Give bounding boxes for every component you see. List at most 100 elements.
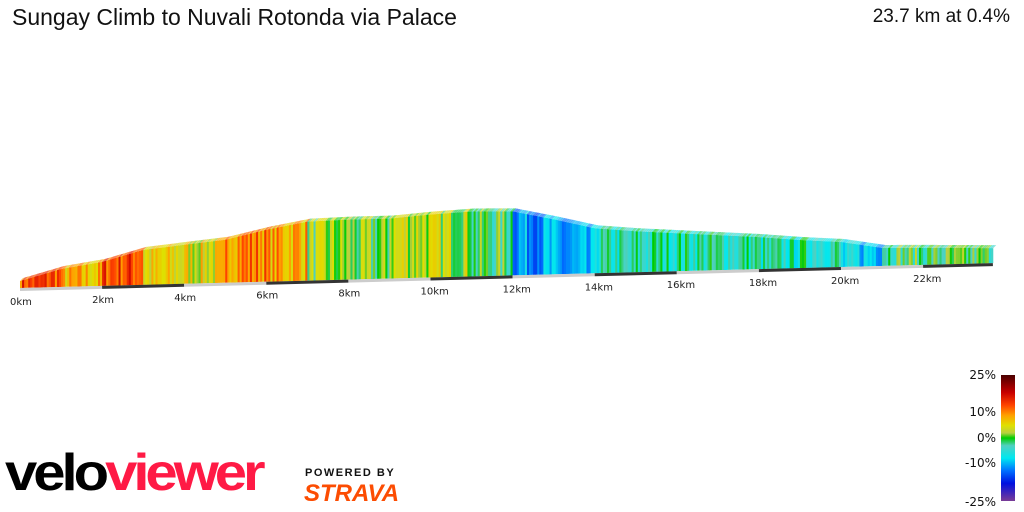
- profile-top-face: [728, 232, 734, 236]
- profile-top-face: [802, 237, 808, 241]
- profile-stripe: [518, 212, 522, 276]
- profile-stripe: [906, 247, 910, 266]
- profile-top-face: [701, 231, 707, 235]
- profile-stripe: [245, 234, 249, 283]
- profile-top-face: [783, 235, 789, 240]
- profile-stripe: [699, 234, 702, 271]
- profile-stripe: [253, 232, 257, 283]
- logo-velo: velo: [5, 443, 109, 502]
- profile-stripe: [851, 243, 854, 267]
- profile-stripe: [420, 215, 423, 278]
- profile-top-face: [364, 216, 371, 220]
- profile-top-face: [243, 231, 250, 236]
- profile-top-face: [89, 260, 96, 265]
- profile-top-face: [249, 230, 256, 234]
- profile-top-face: [894, 244, 900, 248]
- legend-label: 0%: [976, 431, 996, 445]
- profile-stripe: [134, 251, 138, 286]
- profile-stripe: [477, 211, 481, 277]
- profile-top-face: [198, 239, 205, 244]
- profile-stripe: [323, 220, 327, 281]
- profile-top-face: [682, 230, 689, 234]
- profile-stripe: [600, 228, 604, 274]
- profile-top-face: [112, 255, 118, 259]
- profile-top-face: [531, 211, 537, 216]
- profile-stripe: [473, 211, 477, 277]
- profile-stripe: [970, 248, 973, 264]
- x-tick-label: 0km: [10, 297, 32, 308]
- profile-stripe: [697, 234, 700, 271]
- profile-top-face: [260, 227, 266, 232]
- profile-stripe: [28, 277, 31, 288]
- profile-top-face: [422, 212, 428, 216]
- profile-stripe: [522, 213, 526, 276]
- profile-top-face: [346, 216, 352, 220]
- profile-top-face: [370, 215, 377, 220]
- profile-top-face: [436, 210, 443, 215]
- profile-top-face: [592, 224, 599, 229]
- profile-stripe: [726, 235, 729, 270]
- profile-top-face: [656, 229, 662, 233]
- profile-stripe: [691, 233, 694, 271]
- profile-stripe: [902, 247, 906, 266]
- profile-top-face: [122, 252, 129, 256]
- profile-stripe: [652, 232, 655, 272]
- profile-stripe: [434, 214, 438, 278]
- profile-top-face: [237, 233, 244, 237]
- profile-stripe: [362, 219, 366, 280]
- profile-top-face: [500, 208, 506, 212]
- profile-top-face: [391, 215, 397, 219]
- profile-stripe: [126, 254, 130, 286]
- profile-stripe: [563, 221, 567, 275]
- profile-stripe: [962, 248, 965, 264]
- profile-top-face: [159, 244, 166, 248]
- profile-top-face: [933, 244, 939, 248]
- profile-top-face: [939, 244, 945, 248]
- profile-stripe: [886, 247, 889, 266]
- profile-top-face: [496, 208, 502, 212]
- profile-stripe: [621, 230, 624, 273]
- profile-top-face: [724, 232, 730, 236]
- profile-top-face: [984, 245, 991, 249]
- profile-top-face: [147, 246, 153, 250]
- profile-top-face: [143, 246, 149, 250]
- profile-top-face: [900, 244, 906, 248]
- profile-stripe: [490, 211, 493, 276]
- profile-top-face: [555, 216, 562, 221]
- profile-stripe: [467, 211, 470, 277]
- profile-top-face: [586, 223, 592, 227]
- profile-top-face: [845, 239, 851, 243]
- profile-stripe: [524, 213, 528, 276]
- profile-top-face: [918, 244, 925, 248]
- profile-top-face: [229, 235, 235, 239]
- profile-stripe: [847, 242, 850, 267]
- profile-top-face: [188, 241, 194, 245]
- profile-stripe: [175, 245, 179, 285]
- profile-stripe: [539, 216, 542, 275]
- profile-stripe: [272, 228, 275, 282]
- profile-top-face: [20, 277, 26, 281]
- profile-top-face: [947, 244, 954, 248]
- profile-top-face: [108, 256, 114, 261]
- profile-stripe: [760, 237, 764, 270]
- profile-stripe: [487, 211, 491, 277]
- profile-stripe: [346, 219, 349, 280]
- profile-top-face: [927, 244, 933, 248]
- profile-top-face: [853, 240, 859, 245]
- profile-top-face: [416, 212, 422, 216]
- profile-top-face: [490, 208, 496, 212]
- profile-stripe: [892, 247, 895, 266]
- profile-top-face: [141, 246, 147, 251]
- profile-stripe: [264, 229, 267, 282]
- profile-stripe: [128, 253, 132, 286]
- profile-top-face: [492, 208, 498, 212]
- profile-top-face: [153, 245, 159, 249]
- profile-stripe: [643, 231, 647, 273]
- profile-top-face: [834, 238, 841, 242]
- profile-top-face: [851, 240, 857, 244]
- profile-stripe: [594, 228, 598, 274]
- profile-stripe: [937, 247, 940, 265]
- profile-stripe: [159, 247, 163, 285]
- profile-stripe: [418, 215, 421, 278]
- profile-stripe: [89, 263, 93, 287]
